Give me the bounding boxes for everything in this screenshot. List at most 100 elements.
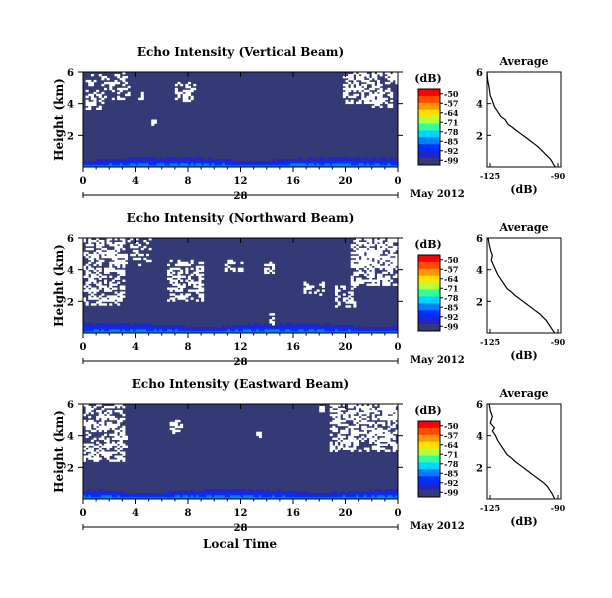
no-data-cell <box>371 95 375 99</box>
echo-cell <box>298 327 302 330</box>
no-data-cell <box>382 423 386 427</box>
echo-cell <box>156 165 160 168</box>
no-data-cell <box>125 257 129 261</box>
echo-cell <box>130 163 134 166</box>
echo-cell <box>264 161 268 164</box>
echo-cell <box>122 323 126 326</box>
no-data-cell <box>148 238 152 241</box>
no-data-cell <box>101 453 105 456</box>
no-data-cell <box>96 89 100 93</box>
echo-cell <box>140 165 144 168</box>
echo-cell <box>395 159 399 162</box>
no-data-cell <box>83 419 87 423</box>
echo-cell <box>298 495 302 498</box>
no-data-cell <box>332 404 336 407</box>
echo-cell <box>153 323 157 326</box>
no-data-cell <box>335 413 339 417</box>
no-data-cell <box>140 253 144 257</box>
echo-cell <box>93 329 97 332</box>
no-data-cell <box>358 72 362 75</box>
echo-cell <box>274 491 278 494</box>
no-data-cell <box>114 277 118 280</box>
no-data-cell <box>369 247 373 251</box>
no-data-cell <box>379 421 383 425</box>
echo-cell <box>93 489 97 492</box>
no-data-cell <box>363 255 367 259</box>
echo-cell <box>169 497 173 500</box>
no-data-cell <box>340 437 344 441</box>
no-data-cell <box>85 423 89 427</box>
no-data-cell <box>98 261 102 265</box>
no-data-cell <box>201 267 205 271</box>
colorbar-tick-label: -85 <box>444 468 458 478</box>
echo-cell <box>182 331 186 334</box>
no-data-cell <box>387 275 391 278</box>
no-data-cell <box>93 295 97 298</box>
no-data-cell <box>392 431 396 435</box>
no-data-cell <box>119 297 123 300</box>
no-data-cell <box>88 247 92 251</box>
echo-cell <box>146 323 149 326</box>
no-data-cell <box>350 415 354 419</box>
echo-cell <box>159 161 163 164</box>
echo-cell <box>253 161 257 164</box>
echo-cell <box>188 331 191 334</box>
echo-cell <box>214 491 218 494</box>
echo-cell <box>190 327 194 330</box>
no-data-cell <box>369 437 373 441</box>
echo-cell <box>272 163 275 166</box>
echo-cell <box>295 491 299 494</box>
no-data-cell <box>361 407 365 411</box>
no-data-cell <box>350 409 354 413</box>
echo-cell <box>195 331 199 334</box>
no-data-cell <box>93 253 97 257</box>
echo-cell <box>311 163 315 166</box>
echo-cell <box>285 323 289 326</box>
no-data-cell <box>230 259 234 263</box>
no-data-cell <box>390 103 394 107</box>
no-data-cell <box>350 255 354 259</box>
echo-cell <box>266 491 270 494</box>
echo-cell <box>337 331 341 334</box>
echo-cell <box>266 329 270 332</box>
echo-cell <box>90 493 94 496</box>
echo-cell <box>201 329 205 332</box>
no-data-cell <box>122 433 126 437</box>
no-data-cell <box>98 281 102 284</box>
echo-cell <box>316 325 320 328</box>
no-data-cell <box>172 429 176 433</box>
echo-cell <box>348 331 352 334</box>
echo-cell <box>253 497 257 500</box>
echo-cell <box>114 495 118 498</box>
echo-cell <box>353 497 357 500</box>
no-data-cell <box>371 72 375 75</box>
avg-y-tick-label: 2 <box>476 131 483 142</box>
no-data-cell <box>117 91 121 95</box>
no-data-cell <box>193 281 197 284</box>
echo-cell <box>321 165 325 168</box>
echo-cell <box>237 159 241 162</box>
no-data-cell <box>371 75 375 79</box>
no-data-cell <box>174 429 178 433</box>
no-data-cell <box>117 241 121 245</box>
no-data-cell <box>361 439 365 443</box>
no-data-cell <box>88 277 92 280</box>
no-data-cell <box>172 423 176 427</box>
no-data-cell <box>384 101 388 105</box>
echo-cell <box>180 491 184 494</box>
no-data-cell <box>180 295 184 298</box>
echo-cell <box>321 495 325 498</box>
echo-cell <box>164 329 168 332</box>
no-data-cell <box>374 255 378 259</box>
no-data-cell <box>182 275 186 278</box>
no-data-cell <box>384 267 388 271</box>
no-data-cell <box>369 243 373 247</box>
echo-cell <box>279 329 283 332</box>
no-data-cell <box>371 261 375 265</box>
echo-cell <box>180 163 184 166</box>
echo-cell <box>371 329 375 332</box>
no-data-cell <box>369 431 373 435</box>
echo-cell <box>180 327 184 330</box>
echo-cell <box>272 495 275 498</box>
echo-cell <box>335 329 338 332</box>
